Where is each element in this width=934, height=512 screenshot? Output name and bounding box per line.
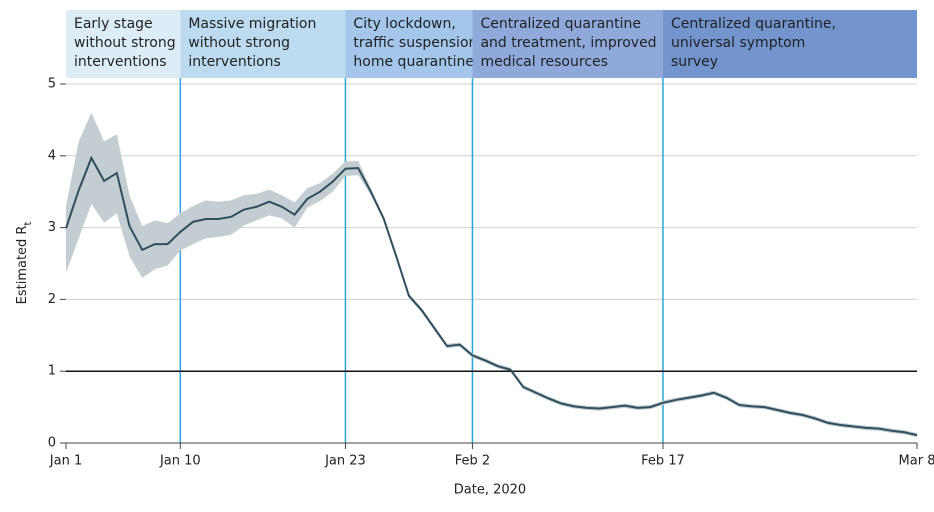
- phase-text: and treatment, improved: [480, 35, 656, 51]
- y-axis-label: Estimated Rt: [15, 222, 34, 305]
- phase-box: [66, 10, 181, 78]
- phase-text: Centralized quarantine: [480, 16, 641, 32]
- x-tick-label: Jan 1: [49, 454, 82, 469]
- phase-text: without strong: [188, 35, 290, 51]
- x-tick-label: Mar 8: [899, 454, 934, 469]
- phase-text: without strong: [74, 35, 176, 51]
- confidence-band: [66, 112, 917, 438]
- phase-text: survey: [671, 54, 718, 70]
- phase-text: medical resources: [480, 54, 608, 70]
- x-tick-label: Jan 23: [324, 454, 366, 469]
- phase-text: universal symptom: [671, 35, 805, 51]
- x-tick-label: Jan 10: [159, 454, 201, 469]
- phase-box: [180, 10, 346, 78]
- phase-text: Massive migration: [188, 16, 316, 32]
- phase-box: [345, 10, 473, 78]
- y-tick-label: 2: [48, 292, 56, 307]
- x-axis-label: Date, 2020: [454, 483, 526, 498]
- y-tick-label: 0: [48, 436, 56, 451]
- x-tick-label: Feb 17: [641, 454, 685, 469]
- y-tick-label: 4: [48, 148, 56, 163]
- y-tick-label: 5: [48, 77, 56, 92]
- x-tick-label: Feb 2: [455, 454, 490, 469]
- phase-text: interventions: [74, 54, 167, 70]
- phase-box: [472, 10, 663, 78]
- phase-text: home quarantine: [353, 54, 474, 70]
- phase-box: [662, 10, 917, 78]
- y-tick-label: 1: [48, 364, 56, 379]
- line: [65, 155, 918, 437]
- phase-text: Centralized quarantine,: [671, 16, 836, 32]
- y-tick-label: 3: [48, 220, 56, 235]
- y-axis-label-sub: t: [23, 222, 34, 226]
- phase-text: City lockdown,: [353, 16, 455, 32]
- phase-text: traffic suspension,: [353, 35, 481, 51]
- y-axis-label-text: Estimated R: [15, 226, 30, 305]
- phase-text: interventions: [188, 54, 281, 70]
- phase-text: Early stage: [74, 16, 153, 32]
